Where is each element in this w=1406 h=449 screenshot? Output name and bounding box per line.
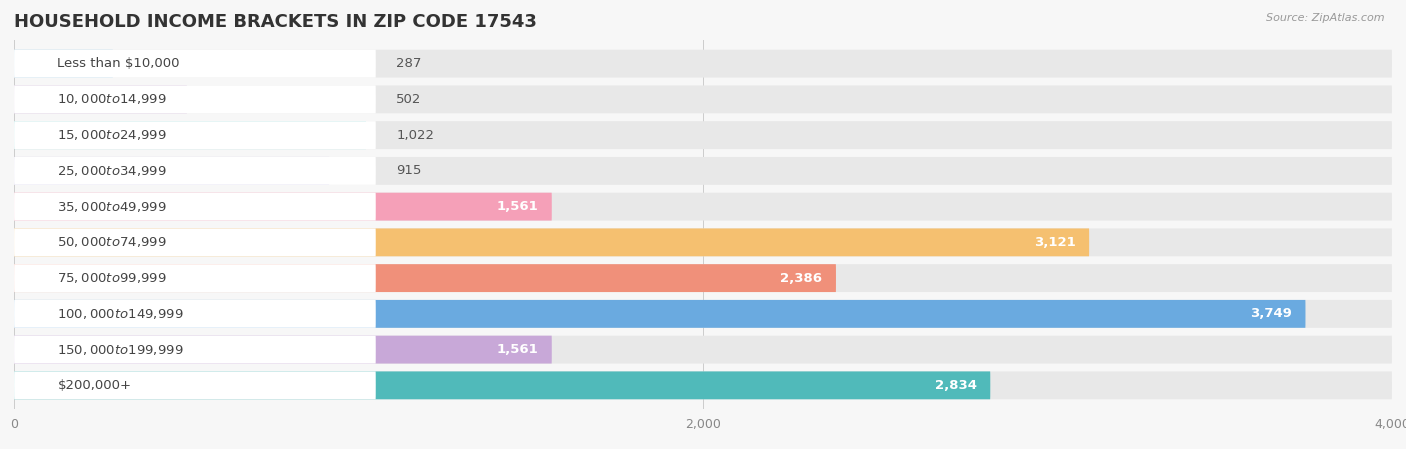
Text: $150,000 to $199,999: $150,000 to $199,999 <box>58 343 184 357</box>
FancyBboxPatch shape <box>14 121 375 149</box>
FancyBboxPatch shape <box>14 193 375 220</box>
FancyBboxPatch shape <box>14 157 375 185</box>
FancyBboxPatch shape <box>14 193 1392 220</box>
FancyBboxPatch shape <box>14 300 375 328</box>
FancyBboxPatch shape <box>14 229 375 256</box>
Text: $75,000 to $99,999: $75,000 to $99,999 <box>58 271 167 285</box>
Text: $50,000 to $74,999: $50,000 to $74,999 <box>58 235 167 249</box>
Text: $10,000 to $14,999: $10,000 to $14,999 <box>58 92 167 106</box>
Text: Source: ZipAtlas.com: Source: ZipAtlas.com <box>1267 13 1385 23</box>
FancyBboxPatch shape <box>14 121 366 149</box>
Text: 915: 915 <box>396 164 422 177</box>
FancyBboxPatch shape <box>14 264 1392 292</box>
Text: $200,000+: $200,000+ <box>58 379 132 392</box>
Text: $15,000 to $24,999: $15,000 to $24,999 <box>58 128 167 142</box>
Text: 1,561: 1,561 <box>496 200 538 213</box>
FancyBboxPatch shape <box>14 85 1392 113</box>
FancyBboxPatch shape <box>14 371 375 399</box>
Text: 502: 502 <box>396 93 422 106</box>
FancyBboxPatch shape <box>14 157 329 185</box>
Text: 2,386: 2,386 <box>780 272 823 285</box>
FancyBboxPatch shape <box>14 193 551 220</box>
FancyBboxPatch shape <box>14 336 551 364</box>
FancyBboxPatch shape <box>14 50 375 78</box>
Text: 287: 287 <box>396 57 422 70</box>
FancyBboxPatch shape <box>14 336 375 364</box>
Text: 1,561: 1,561 <box>496 343 538 356</box>
FancyBboxPatch shape <box>14 85 375 113</box>
Text: $100,000 to $149,999: $100,000 to $149,999 <box>58 307 184 321</box>
FancyBboxPatch shape <box>14 121 1392 149</box>
FancyBboxPatch shape <box>14 300 1306 328</box>
FancyBboxPatch shape <box>14 300 1392 328</box>
FancyBboxPatch shape <box>14 264 375 292</box>
Text: $35,000 to $49,999: $35,000 to $49,999 <box>58 200 167 214</box>
FancyBboxPatch shape <box>14 371 990 399</box>
Text: 1,022: 1,022 <box>396 128 434 141</box>
Text: 2,834: 2,834 <box>935 379 977 392</box>
FancyBboxPatch shape <box>14 229 1090 256</box>
Text: HOUSEHOLD INCOME BRACKETS IN ZIP CODE 17543: HOUSEHOLD INCOME BRACKETS IN ZIP CODE 17… <box>14 13 537 31</box>
Text: Less than $10,000: Less than $10,000 <box>58 57 180 70</box>
FancyBboxPatch shape <box>14 85 187 113</box>
FancyBboxPatch shape <box>14 157 1392 185</box>
FancyBboxPatch shape <box>14 264 837 292</box>
Text: $25,000 to $34,999: $25,000 to $34,999 <box>58 164 167 178</box>
FancyBboxPatch shape <box>14 229 1392 256</box>
Text: 3,121: 3,121 <box>1033 236 1076 249</box>
FancyBboxPatch shape <box>14 371 1392 399</box>
FancyBboxPatch shape <box>14 336 1392 364</box>
Text: 3,749: 3,749 <box>1250 308 1292 321</box>
FancyBboxPatch shape <box>14 50 1392 78</box>
FancyBboxPatch shape <box>14 50 112 78</box>
